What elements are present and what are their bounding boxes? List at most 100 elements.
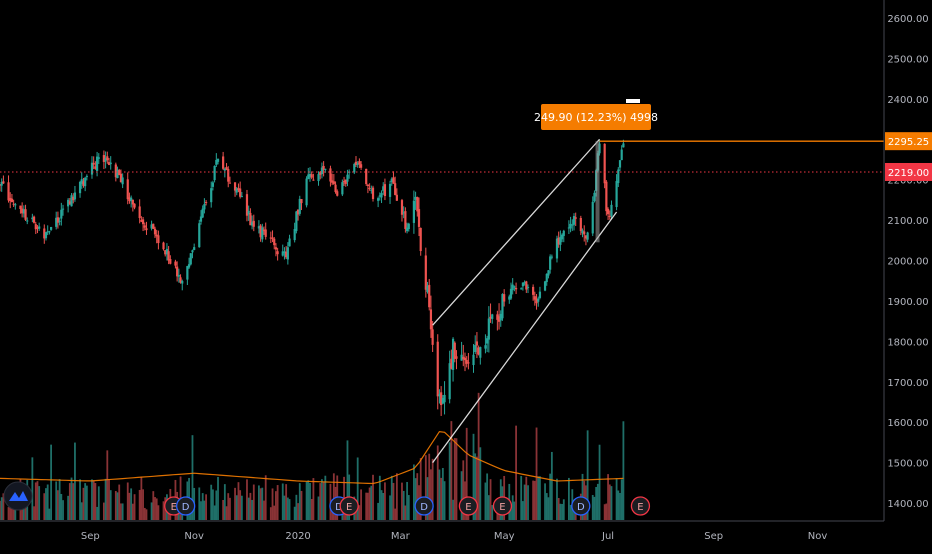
- tradingview-logo[interactable]: [3, 481, 33, 511]
- volume-bar: [145, 509, 148, 520]
- volume-bar: [116, 492, 119, 520]
- candle-body: [359, 164, 363, 168]
- trend-channel-upper[interactable]: [432, 138, 601, 326]
- candle-body: [286, 247, 289, 260]
- candle-body: [416, 197, 419, 212]
- candle-body: [138, 206, 141, 219]
- candle-body: [451, 338, 455, 370]
- volume-bar: [162, 501, 165, 520]
- last-price-label-box: [885, 162, 932, 181]
- candle-body: [67, 199, 70, 207]
- volume-bar: [476, 456, 478, 520]
- volume-bar: [596, 483, 599, 520]
- volume-bar: [225, 506, 228, 520]
- volume-bar: [215, 490, 218, 520]
- volume-bar: [138, 489, 141, 520]
- candle-body: [150, 224, 153, 229]
- candle-body: [557, 237, 560, 245]
- candle-body: [130, 197, 133, 202]
- candle-body: [346, 174, 349, 182]
- volume-bar: [346, 440, 349, 520]
- volume-bar: [55, 481, 58, 520]
- candle-body: [179, 277, 182, 283]
- candle-body: [264, 229, 267, 237]
- volume-bar: [96, 506, 98, 520]
- candle-body: [121, 177, 124, 185]
- volume-bar: [382, 492, 385, 520]
- volume-bar: [249, 492, 252, 520]
- volume-bar: [523, 484, 526, 520]
- candle-body: [574, 217, 577, 219]
- candle-body: [462, 356, 465, 360]
- candle-body: [80, 179, 83, 184]
- volume-bar: [133, 494, 136, 520]
- dividend-marker[interactable]: [571, 496, 591, 516]
- volume-bar: [465, 427, 468, 520]
- candle-body: [305, 178, 308, 206]
- volume-bar: [608, 484, 611, 520]
- volume-bar: [367, 492, 369, 520]
- volume-bar: [603, 504, 606, 520]
- candle-body: [371, 187, 375, 199]
- candle-body: [14, 204, 17, 206]
- candle-body: [261, 227, 264, 240]
- candle-body: [419, 227, 422, 252]
- volume-bar: [619, 492, 621, 520]
- volume-bar: [62, 500, 64, 520]
- volume-bar: [569, 504, 572, 520]
- volume-bar: [567, 477, 570, 520]
- volume-bar: [58, 479, 61, 520]
- drawings[interactable]: 249.90 (12.23%) 4998: [432, 99, 658, 463]
- volume-bar: [591, 494, 594, 520]
- candle-body: [354, 161, 358, 165]
- price-tick-label: 2500.00: [887, 54, 928, 65]
- volume-bar: [259, 488, 262, 520]
- volume-bar: [104, 478, 107, 520]
- dividend-marker[interactable]: [176, 496, 196, 516]
- volume-bar: [309, 482, 311, 520]
- candle-body: [324, 168, 327, 170]
- candle-body: [22, 209, 25, 214]
- earnings-marker[interactable]: [458, 496, 479, 516]
- candle-body: [405, 227, 409, 232]
- earnings-marker[interactable]: [630, 496, 651, 516]
- volume-bar: [82, 487, 85, 520]
- time-tick-label: Sep: [704, 531, 723, 542]
- earnings-marker[interactable]: [492, 496, 513, 516]
- volume-bar: [430, 469, 432, 520]
- candle-body: [247, 210, 250, 215]
- candle-body: [186, 266, 189, 280]
- candle-body: [388, 183, 392, 197]
- trend-channel-lower[interactable]: [432, 211, 618, 463]
- measure-range[interactable]: [595, 141, 600, 243]
- measure-label-box[interactable]: [541, 104, 651, 130]
- candle-body: [133, 203, 136, 208]
- earnings-marker[interactable]: [339, 496, 359, 516]
- candle-body: [176, 266, 179, 277]
- time-axis[interactable]: Sep Nov 2020 Mar May Jul Sep Nov: [81, 531, 828, 542]
- candle-body: [44, 232, 48, 239]
- candle-body: [390, 178, 393, 182]
- candle-body: [43, 228, 46, 239]
- candle-body: [412, 200, 415, 223]
- candle-body: [56, 217, 60, 223]
- volume-bar: [496, 508, 499, 520]
- candle-body: [555, 238, 559, 259]
- volume-bar: [288, 499, 291, 520]
- measure-handle[interactable]: [626, 99, 640, 103]
- candle-body: [514, 287, 518, 290]
- candle-body: [332, 181, 335, 184]
- volume-bar: [378, 475, 381, 520]
- dividend-marker[interactable]: [414, 496, 434, 516]
- volume-bar: [401, 482, 403, 520]
- candle-body: [453, 342, 456, 359]
- event-marker-label: D: [420, 502, 428, 513]
- candle-body: [417, 209, 421, 227]
- price-tick-label: 2400.00: [887, 95, 928, 106]
- candle-body: [131, 199, 134, 205]
- candle-body: [312, 179, 315, 181]
- volume-bar: [45, 488, 47, 520]
